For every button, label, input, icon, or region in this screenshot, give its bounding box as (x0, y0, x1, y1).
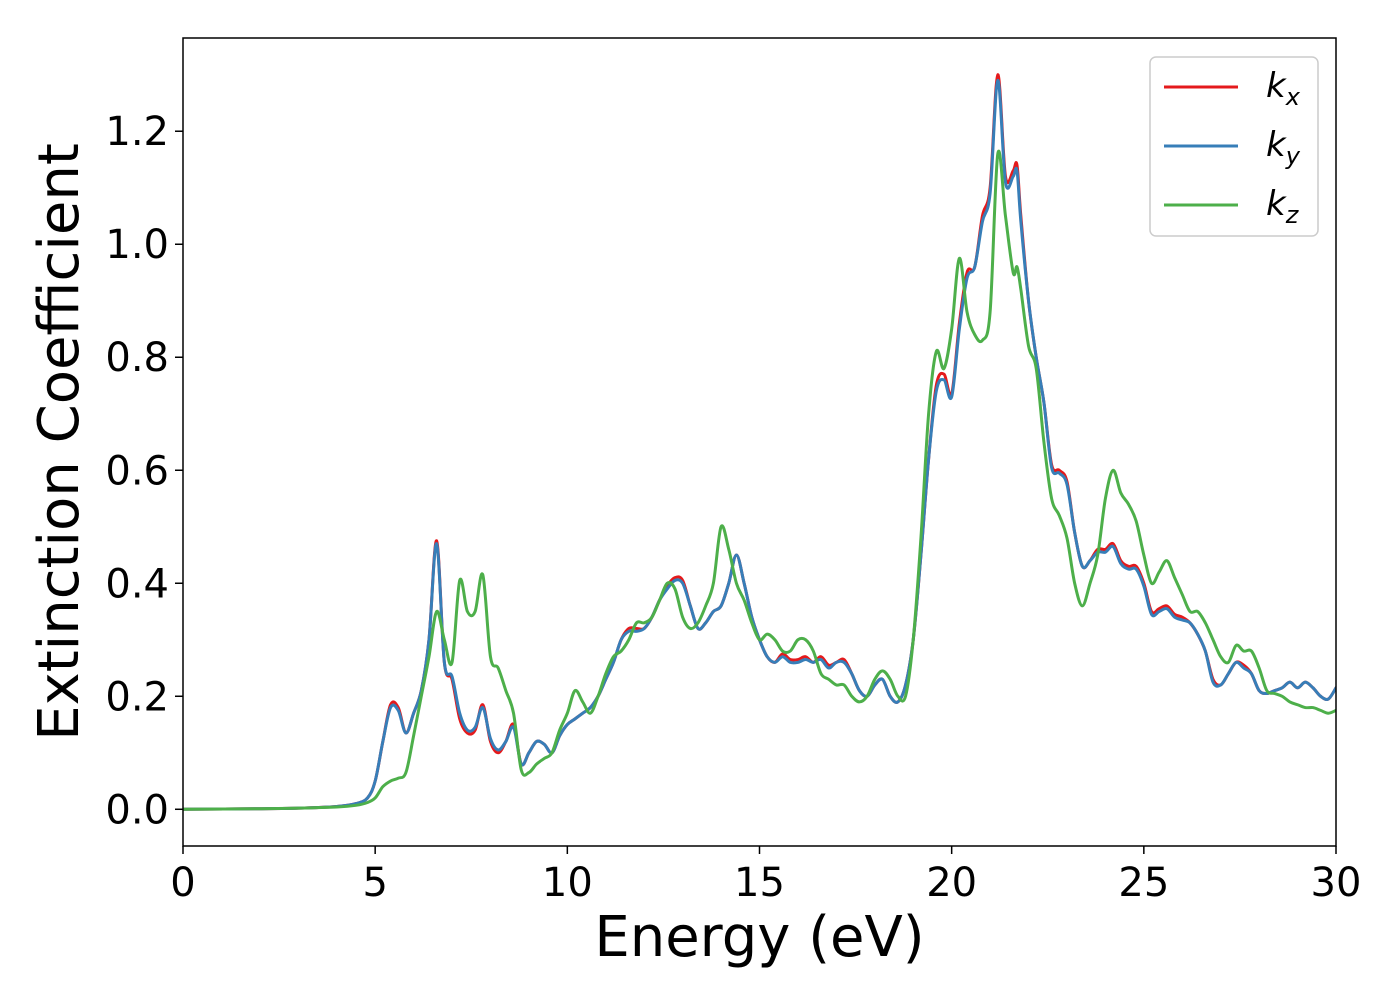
x-axis-title: Energy (eV) (594, 905, 924, 970)
y-axis-ticks: 0.0 0.2 0.4 0.6 0.8 1.0 1.2 (105, 109, 183, 833)
legend-label-z: kz (1266, 184, 1300, 229)
y-tick-label: 0.0 (105, 787, 169, 833)
x-tick-label: 10 (542, 860, 593, 906)
series-line-z (183, 149, 1336, 811)
legend: kx ky kz (1149, 56, 1319, 237)
y-axis-title: Extinction Coefficient (27, 143, 92, 741)
series-layer (183, 73, 1336, 811)
x-tick-label: 25 (1118, 860, 1169, 906)
x-tick-label: 20 (926, 860, 977, 906)
x-tick-label: 0 (170, 860, 195, 906)
x-tick-label: 5 (362, 860, 387, 906)
y-tick-label: 0.2 (105, 674, 169, 720)
y-tick-label: 0.6 (105, 448, 169, 494)
y-tick-label: 1.2 (105, 109, 169, 155)
series-line-y (183, 78, 1336, 811)
x-tick-label: 15 (734, 860, 785, 906)
y-tick-label: 0.4 (105, 561, 169, 607)
y-tick-label: 1.0 (105, 222, 169, 268)
x-tick-label: 30 (1311, 860, 1362, 906)
legend-label-y: ky (1266, 125, 1301, 170)
legend-label-x: kx (1266, 66, 1301, 111)
y-tick-label: 0.8 (105, 335, 169, 381)
x-axis-ticks: 0 5 10 15 20 25 30 (170, 846, 1361, 906)
